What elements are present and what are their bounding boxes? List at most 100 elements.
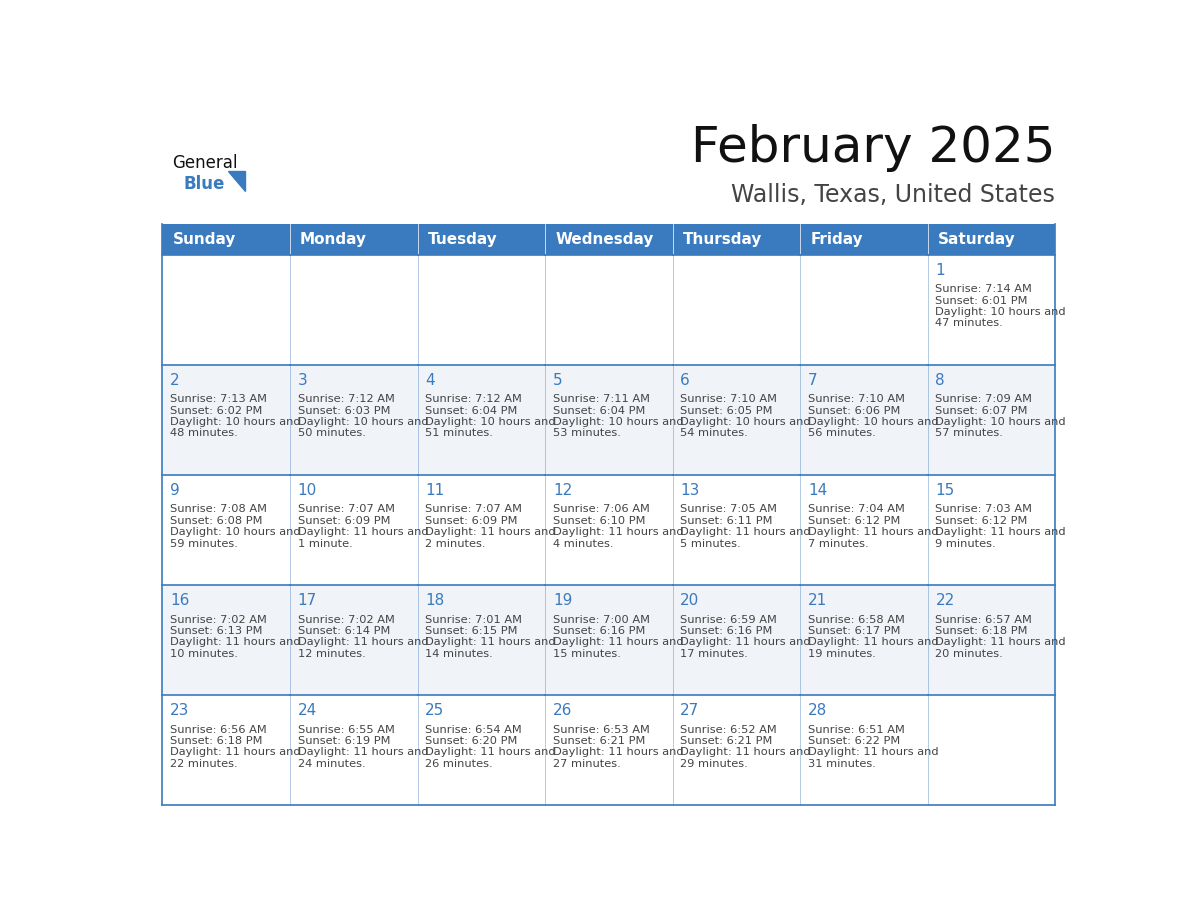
Text: 6: 6 [681, 373, 690, 387]
Text: Sunrise: 7:01 AM: Sunrise: 7:01 AM [425, 614, 523, 624]
Text: Sunrise: 7:14 AM: Sunrise: 7:14 AM [935, 285, 1032, 294]
Bar [545, 476, 672, 586]
Text: Sunrise: 7:04 AM: Sunrise: 7:04 AM [808, 504, 905, 514]
Text: Sunset: 6:18 PM: Sunset: 6:18 PM [170, 736, 263, 746]
Text: 12 minutes.: 12 minutes. [298, 649, 366, 659]
Bar [801, 224, 928, 255]
Bar [417, 695, 545, 805]
Text: 4: 4 [425, 373, 435, 387]
Text: Daylight: 11 hours and: Daylight: 11 hours and [298, 747, 429, 757]
Bar [290, 476, 417, 586]
Text: 10 minutes.: 10 minutes. [170, 649, 238, 659]
Text: 50 minutes.: 50 minutes. [298, 429, 366, 439]
Text: Daylight: 11 hours and: Daylight: 11 hours and [935, 637, 1066, 647]
Text: Daylight: 10 hours and: Daylight: 10 hours and [935, 307, 1066, 317]
Text: Daylight: 11 hours and: Daylight: 11 hours and [681, 527, 811, 537]
Text: 25: 25 [425, 703, 444, 718]
Bar [928, 224, 1055, 255]
Text: 17 minutes.: 17 minutes. [681, 649, 748, 659]
Bar [928, 695, 1055, 805]
Text: 9 minutes.: 9 minutes. [935, 539, 996, 549]
Text: 1: 1 [935, 263, 946, 277]
Text: Sunset: 6:17 PM: Sunset: 6:17 PM [808, 626, 901, 636]
Text: Sunrise: 7:00 AM: Sunrise: 7:00 AM [552, 614, 650, 624]
Bar [163, 695, 290, 805]
Text: Daylight: 10 hours and: Daylight: 10 hours and [298, 417, 429, 427]
Text: 2 minutes.: 2 minutes. [425, 539, 486, 549]
Bar [801, 255, 928, 365]
Bar [672, 224, 801, 255]
Text: Sunset: 6:16 PM: Sunset: 6:16 PM [552, 626, 645, 636]
Text: Daylight: 11 hours and: Daylight: 11 hours and [935, 527, 1066, 537]
Bar [928, 365, 1055, 476]
Text: Sunset: 6:04 PM: Sunset: 6:04 PM [425, 406, 518, 416]
Text: 21: 21 [808, 593, 827, 608]
Text: Sunset: 6:15 PM: Sunset: 6:15 PM [425, 626, 518, 636]
Text: 8: 8 [935, 373, 946, 387]
Text: Sunset: 6:21 PM: Sunset: 6:21 PM [681, 736, 772, 746]
Text: 23: 23 [170, 703, 190, 718]
Text: 26: 26 [552, 703, 573, 718]
Text: Daylight: 10 hours and: Daylight: 10 hours and [808, 417, 939, 427]
Bar [545, 586, 672, 695]
Text: Sunset: 6:04 PM: Sunset: 6:04 PM [552, 406, 645, 416]
Text: 17: 17 [298, 593, 317, 608]
Text: Daylight: 10 hours and: Daylight: 10 hours and [170, 417, 301, 427]
Text: 57 minutes.: 57 minutes. [935, 429, 1004, 439]
Text: Thursday: Thursday [683, 232, 762, 247]
Text: Sunrise: 6:54 AM: Sunrise: 6:54 AM [425, 724, 522, 734]
Bar [417, 476, 545, 586]
Text: Blue: Blue [183, 175, 225, 194]
Polygon shape [228, 171, 245, 191]
Text: Sunrise: 6:56 AM: Sunrise: 6:56 AM [170, 724, 267, 734]
Text: Sunrise: 7:13 AM: Sunrise: 7:13 AM [170, 395, 267, 404]
Text: Sunset: 6:02 PM: Sunset: 6:02 PM [170, 406, 263, 416]
Text: 5 minutes.: 5 minutes. [681, 539, 741, 549]
Bar [672, 695, 801, 805]
Text: 59 minutes.: 59 minutes. [170, 539, 238, 549]
Text: Daylight: 11 hours and: Daylight: 11 hours and [552, 747, 683, 757]
Text: Daylight: 11 hours and: Daylight: 11 hours and [425, 637, 556, 647]
Text: Daylight: 11 hours and: Daylight: 11 hours and [808, 747, 939, 757]
Text: Sunrise: 7:12 AM: Sunrise: 7:12 AM [425, 395, 523, 404]
Text: 54 minutes.: 54 minutes. [681, 429, 748, 439]
Bar [163, 586, 290, 695]
Text: Sunrise: 6:51 AM: Sunrise: 6:51 AM [808, 724, 905, 734]
Text: Sunset: 6:03 PM: Sunset: 6:03 PM [298, 406, 390, 416]
Bar [801, 365, 928, 476]
Bar [672, 586, 801, 695]
Text: Daylight: 11 hours and: Daylight: 11 hours and [681, 637, 811, 647]
Bar [545, 224, 672, 255]
Text: Daylight: 11 hours and: Daylight: 11 hours and [808, 637, 939, 647]
Text: Sunset: 6:09 PM: Sunset: 6:09 PM [425, 516, 518, 526]
Text: Friday: Friday [810, 232, 862, 247]
Text: Sunrise: 7:03 AM: Sunrise: 7:03 AM [935, 504, 1032, 514]
Bar [801, 476, 928, 586]
Text: Sunset: 6:06 PM: Sunset: 6:06 PM [808, 406, 901, 416]
Text: Daylight: 10 hours and: Daylight: 10 hours and [170, 527, 301, 537]
Text: 18: 18 [425, 593, 444, 608]
Text: Sunset: 6:12 PM: Sunset: 6:12 PM [808, 516, 901, 526]
Text: 11: 11 [425, 483, 444, 498]
Text: 14: 14 [808, 483, 827, 498]
Text: Sunrise: 6:55 AM: Sunrise: 6:55 AM [298, 724, 394, 734]
Text: 48 minutes.: 48 minutes. [170, 429, 238, 439]
Bar [928, 476, 1055, 586]
Text: Sunrise: 6:52 AM: Sunrise: 6:52 AM [681, 724, 777, 734]
Text: Daylight: 11 hours and: Daylight: 11 hours and [552, 637, 683, 647]
Text: 3: 3 [298, 373, 308, 387]
Text: 26 minutes.: 26 minutes. [425, 759, 493, 768]
Text: Sunset: 6:13 PM: Sunset: 6:13 PM [170, 626, 263, 636]
Text: 31 minutes.: 31 minutes. [808, 759, 876, 768]
Text: 56 minutes.: 56 minutes. [808, 429, 876, 439]
Bar [290, 224, 417, 255]
Text: 10: 10 [298, 483, 317, 498]
Bar [163, 224, 290, 255]
Text: Sunrise: 6:59 AM: Sunrise: 6:59 AM [681, 614, 777, 624]
Text: Wednesday: Wednesday [555, 232, 653, 247]
Text: 9: 9 [170, 483, 179, 498]
Text: Sunset: 6:16 PM: Sunset: 6:16 PM [681, 626, 772, 636]
Text: Sunset: 6:18 PM: Sunset: 6:18 PM [935, 626, 1028, 636]
Text: 20 minutes.: 20 minutes. [935, 649, 1003, 659]
Text: 22: 22 [935, 593, 955, 608]
